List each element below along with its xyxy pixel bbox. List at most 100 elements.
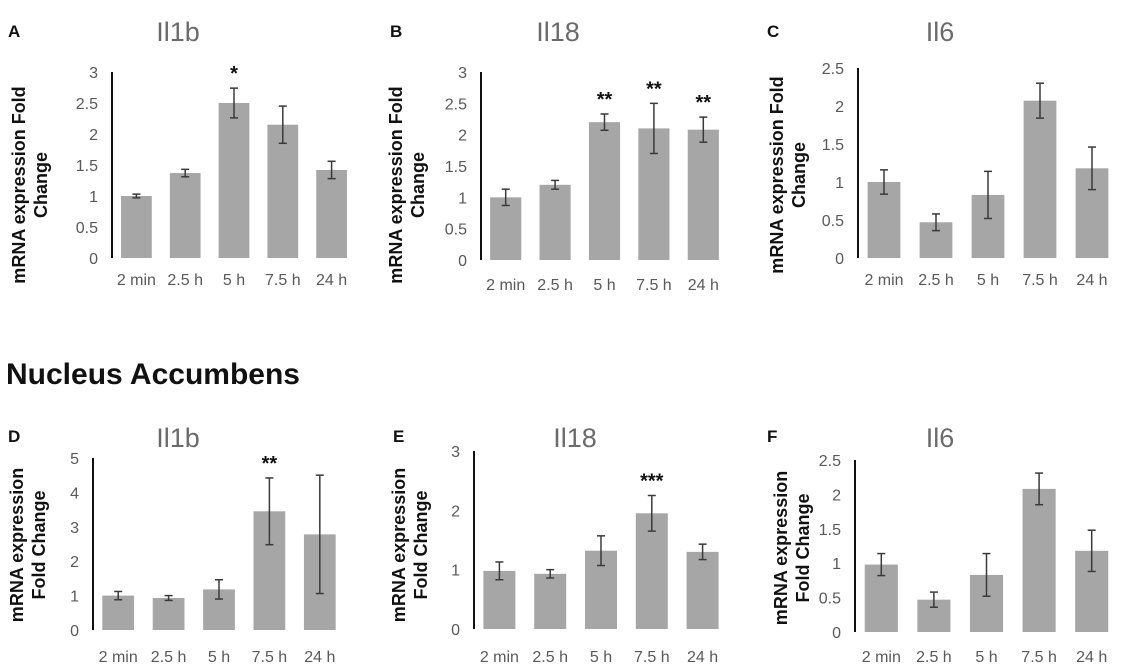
panel-d-ylabel: Fold Change: [29, 491, 49, 600]
panel-f-category-label: 5 h: [975, 649, 997, 666]
panel-f-category-label: 24 h: [1076, 649, 1107, 666]
panel-f-ytick-label: 0: [832, 625, 841, 642]
panel-a-ytick-label: 1: [89, 189, 98, 206]
panel-a-category-label: 2.5 h: [167, 272, 203, 289]
panel-b-ytick-label: 1: [458, 190, 467, 207]
panel-a-title: Il1b: [156, 17, 200, 47]
panel-a-bar: [218, 103, 250, 258]
panel-f-ytick-label: 0.5: [819, 591, 841, 608]
panel-c-category-label: 2.5 h: [918, 272, 954, 289]
panel-d-category-label: 5 h: [208, 649, 230, 666]
panel-c-ytick-label: 0: [835, 251, 844, 268]
panel-e-bar: [686, 551, 719, 629]
panel-b-category-label: 2.5 h: [537, 277, 573, 294]
panel-e-category-label: 24 h: [687, 649, 718, 666]
panel-a-ytick-label: 0.5: [76, 220, 98, 237]
panel-a-ytick-label: 0: [89, 251, 98, 268]
panel-d-significance-mark: **: [262, 453, 278, 475]
panel-e-ytick-label: 1: [451, 563, 460, 580]
panel-f-ytick-label: 1: [832, 556, 841, 573]
panel-f-ylabel: Fold Change: [793, 494, 813, 603]
panel-d-ylabel: mRNA expression: [7, 468, 27, 622]
panel-f-ylabel: mRNA expression: [771, 471, 791, 625]
panel-e-title: Il18: [553, 423, 597, 453]
panel-d-title: Il1b: [156, 423, 200, 453]
panel-a-bar: [267, 124, 299, 258]
panel-c-ytick-label: 0.5: [822, 213, 844, 230]
panel-f-category-label: 2.5 h: [916, 649, 952, 666]
panel-c-category-label: 7.5 h: [1022, 272, 1058, 289]
panel-e-category-label: 7.5 h: [634, 649, 670, 666]
panel-a-category-label: 2 min: [117, 272, 156, 289]
panel-b-ytick-label: 2.5: [445, 96, 467, 113]
panel-d-ytick-label: 3: [70, 520, 79, 537]
panel-a-bar: [121, 196, 152, 258]
panel-e-ytick-label: 3: [451, 444, 460, 461]
panel-b-ytick-label: 3: [458, 65, 467, 82]
panel-e-ytick-label: 2: [451, 503, 460, 520]
panel-d-ytick-label: 0: [70, 623, 79, 640]
panel-c-category-label: 5 h: [977, 272, 999, 289]
panel-f-bar: [1022, 488, 1056, 632]
panel-a-ytick-label: 2.5: [76, 96, 98, 113]
panel-c-ylabel: Change: [789, 142, 809, 208]
panel-d-letter: D: [8, 427, 20, 446]
panel-a-ytick-label: 3: [89, 65, 98, 82]
panel-d-category-label: 2 min: [99, 649, 138, 666]
panel-a-category-label: 7.5 h: [265, 272, 301, 289]
panel-e-category-label: 2.5 h: [532, 649, 568, 666]
panel-b-bar: [588, 122, 621, 260]
panel-b-title: Il18: [536, 17, 580, 47]
panel-f-title: Il6: [926, 423, 955, 453]
panel-b-significance-mark: **: [646, 78, 662, 100]
panel-c-ytick-label: 1: [835, 175, 844, 192]
panel-b-ytick-label: 2: [458, 128, 467, 145]
panel-a-category-label: 5 h: [223, 272, 245, 289]
panel-e-bar: [534, 573, 567, 629]
panel-f-ytick-label: 2: [832, 487, 841, 504]
panel-f-category-label: 7.5 h: [1021, 649, 1057, 666]
panel-d-category-label: 7.5 h: [252, 649, 288, 666]
panel-d-ytick-label: 5: [70, 451, 79, 468]
panel-e-ylabel: Fold Change: [411, 491, 431, 600]
panel-e-bar: [635, 513, 668, 629]
panel-c-letter: C: [767, 22, 779, 41]
panel-b-ytick-label: 0.5: [445, 222, 467, 239]
panel-a-bar: [316, 169, 347, 258]
panel-e-category-label: 5 h: [590, 649, 612, 666]
panel-c-ylabel: mRNA expression Fold: [767, 76, 787, 273]
panel-f-category-label: 2 min: [862, 649, 901, 666]
panel-c-title: Il6: [926, 17, 955, 47]
panel-b-ytick-label: 0: [458, 253, 467, 270]
panel-e-category-label: 2 min: [480, 649, 519, 666]
panel-a-ytick-label: 2: [89, 127, 98, 144]
panel-c-bar: [1023, 100, 1057, 259]
panel-b-significance-mark: **: [597, 89, 613, 111]
panel-c-category-label: 24 h: [1076, 272, 1107, 289]
panel-b-category-label: 5 h: [593, 277, 615, 294]
panel-f-letter: F: [767, 427, 777, 446]
panel-d-ytick-label: 1: [70, 589, 79, 606]
panel-c-ytick-label: 2: [835, 99, 844, 116]
panel-f-ytick-label: 2.5: [819, 453, 841, 470]
panel-e-ytick-label: 0: [451, 622, 460, 639]
panel-f-ytick-label: 1.5: [819, 522, 841, 539]
panel-b-category-label: 2 min: [486, 277, 525, 294]
panel-e-ylabel: mRNA expression: [389, 468, 409, 622]
panel-b-bar: [490, 197, 522, 260]
panel-d-bar: [152, 598, 185, 630]
panel-c-category-label: 2 min: [864, 272, 903, 289]
panel-e-bar: [483, 570, 516, 629]
panel-b-letter: B: [390, 22, 402, 41]
panel-c-ytick-label: 1.5: [822, 137, 844, 154]
panel-b-category-label: 24 h: [688, 277, 719, 294]
panel-b-category-label: 7.5 h: [636, 277, 672, 294]
panel-d-bar: [102, 595, 135, 630]
panel-c-ytick-label: 2.5: [822, 61, 844, 78]
panel-a-ylabel: mRNA expression Fold: [9, 86, 29, 283]
panel-a-significance-mark: *: [230, 63, 238, 85]
panel-b-bar: [539, 184, 571, 260]
section-title: Nucleus Accumbens: [6, 358, 300, 391]
panel-d-ytick-label: 4: [70, 485, 79, 502]
